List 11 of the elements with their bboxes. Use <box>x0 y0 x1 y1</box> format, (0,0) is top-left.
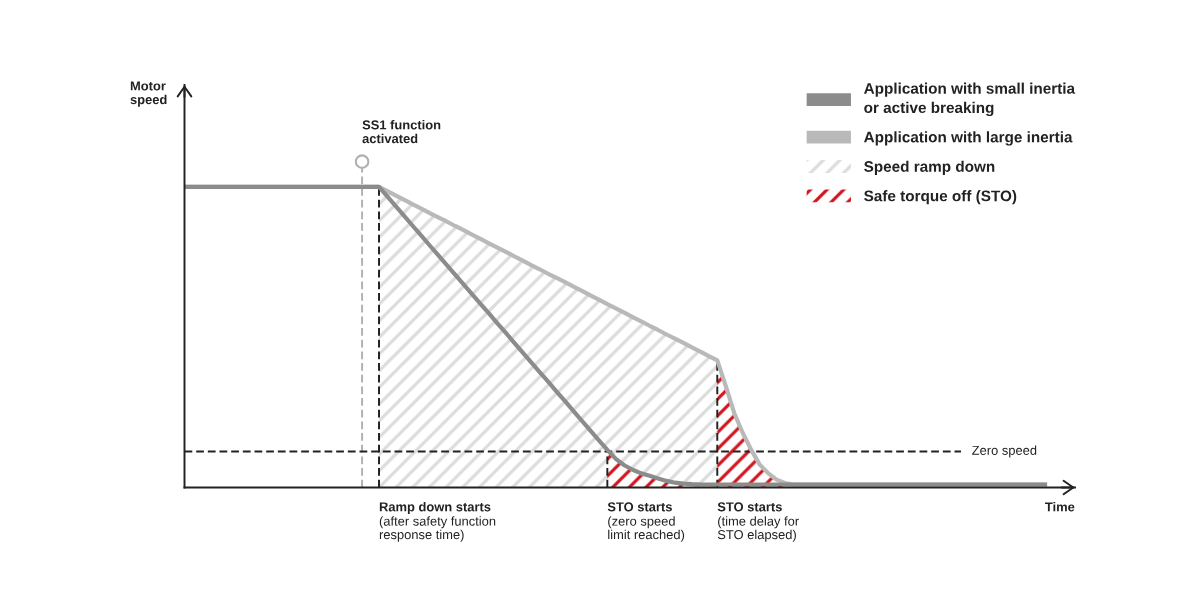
text: Motor speed <box>130 81 167 107</box>
legend-label: Speed ramp down <box>864 160 995 175</box>
legend-label: Application with large inertia <box>864 131 1073 146</box>
ref-line-label: Zero speed <box>972 445 1037 458</box>
text: SS1 function activated <box>362 119 441 144</box>
text: STO starts (time delay for STO elapsed) <box>717 502 799 542</box>
text: STO starts (zero speed limit reached) <box>607 502 685 542</box>
legend-label: Safe torque off (STO) <box>864 190 1017 205</box>
legend-label: Application with small inertia or active breaking <box>864 82 1076 117</box>
x-axis-title: Time <box>1045 501 1075 512</box>
text: Ramp down starts (after safety function response time) <box>379 501 496 542</box>
